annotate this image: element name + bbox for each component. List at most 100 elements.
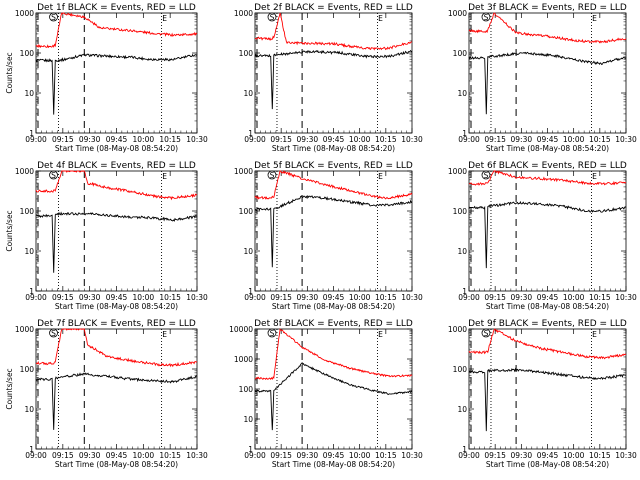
- y-tick-label: 1000: [15, 167, 34, 176]
- x-tick-label: 09:00: [244, 293, 266, 302]
- x-tick-label: 09:15: [484, 293, 506, 302]
- x-tick-label: 10:15: [375, 451, 397, 460]
- chart-title: Det 5f BLACK = Events, RED = LLD: [254, 161, 413, 171]
- y-tick-label: 10: [243, 247, 253, 256]
- y-tick-label: 100: [20, 207, 35, 216]
- x-axis-label: Start Time (08-May-08 08:54:20): [272, 144, 395, 153]
- x-tick-label: 09:30: [79, 135, 101, 144]
- x-tick-label: 10:00: [349, 451, 371, 460]
- x-tick-label: 09:15: [52, 135, 74, 144]
- x-tick-label: 10:30: [401, 293, 423, 302]
- start-marker-circle: [267, 170, 277, 180]
- chart-title: Det 9f BLACK = Events, RED = LLD: [468, 319, 627, 329]
- y-tick-label: 10000: [229, 325, 253, 334]
- y-tick-label: 10: [243, 89, 253, 98]
- end-marker-label: E: [592, 330, 597, 339]
- series-line-events: [254, 49, 413, 110]
- chart-title: Det 6f BLACK = Events, RED = LLD: [468, 161, 627, 171]
- y-tick-label: 1000: [448, 325, 467, 334]
- x-tick-label: 10:00: [563, 135, 585, 144]
- x-axis-label: Start Time (08-May-08 08:54:20): [272, 460, 395, 469]
- end-marker-label: E: [592, 172, 597, 181]
- y-tick-label: 1: [248, 129, 253, 138]
- start-marker-circle: [49, 170, 58, 180]
- y-tick-label: 10: [457, 405, 467, 414]
- x-tick-label: 09:30: [79, 293, 101, 302]
- x-tick-label: 10:00: [563, 451, 585, 460]
- x-tick-label: 10:15: [159, 451, 181, 460]
- start-marker-circle: [481, 170, 491, 180]
- x-axis-label: Start Time (08-May-08 08:54:20): [486, 144, 609, 153]
- x-tick-label: 09:45: [537, 135, 559, 144]
- y-tick-label: 10: [24, 247, 34, 256]
- x-tick-label: 10:30: [615, 451, 637, 460]
- series-line-lld: [468, 328, 627, 360]
- series-line-lld: [35, 328, 197, 368]
- start-marker-label: S: [270, 13, 275, 22]
- chart-title: Det 8f BLACK = Events, RED = LLD: [254, 319, 413, 329]
- start-marker-circle: [481, 12, 491, 22]
- y-tick-label: 1000: [234, 167, 253, 176]
- x-tick-label: 09:45: [323, 293, 345, 302]
- x-tick-label: 09:45: [106, 135, 128, 144]
- x-tick-label: 10:30: [186, 135, 208, 144]
- y-tick-label: 100: [239, 385, 254, 394]
- panel-det-6: Det 6f BLACK = Events, RED = LLD 1 10 100 10…: [448, 161, 637, 311]
- x-axis-label: Start Time (08-May-08 08:54:20): [55, 460, 178, 469]
- x-tick-label: 10:00: [133, 451, 155, 460]
- x-tick-label: 09:00: [244, 135, 266, 144]
- series-line-lld: [254, 170, 413, 200]
- series-line-events: [35, 372, 198, 430]
- panel-det-3: Det 3f BLACK = Events, RED = LLD 1 10 100 10…: [448, 3, 637, 153]
- y-tick-label: 100: [239, 49, 254, 58]
- x-tick-label: 09:15: [270, 451, 292, 460]
- y-tick-label: 100: [20, 365, 35, 374]
- end-marker-label: E: [162, 172, 167, 181]
- panel-det-4: Det 4f BLACK = Events, RED = LLD 1 10 100 10…: [5, 161, 208, 311]
- y-tick-label: 100: [239, 207, 254, 216]
- start-marker-circle: [267, 12, 277, 22]
- start-marker-label: S: [51, 13, 56, 22]
- y-tick-label: 1000: [448, 9, 467, 18]
- x-tick-label: 10:15: [375, 135, 397, 144]
- x-tick-label: 09:00: [458, 135, 480, 144]
- series-line-lld: [255, 12, 413, 51]
- x-tick-label: 10:30: [401, 135, 423, 144]
- start-marker-label: S: [270, 171, 275, 180]
- x-tick-label: 09:45: [323, 135, 345, 144]
- x-tick-label: 09:45: [323, 451, 345, 460]
- series-line-lld: [35, 170, 198, 201]
- chart-title: Det 2f BLACK = Events, RED = LLD: [254, 3, 413, 13]
- series-line-events: [254, 194, 413, 268]
- end-marker-label: E: [378, 330, 383, 339]
- series-line-events: [35, 211, 198, 273]
- x-tick-label: 09:15: [52, 451, 74, 460]
- start-marker-circle: [481, 328, 491, 338]
- end-marker-label: E: [378, 172, 383, 181]
- y-tick-label: 1000: [234, 9, 253, 18]
- start-marker-label: S: [51, 171, 56, 180]
- x-tick-label: 09:30: [511, 135, 533, 144]
- y-tick-label: 1: [248, 287, 253, 296]
- series-line-events: [468, 200, 627, 269]
- series-line-lld: [35, 12, 198, 49]
- y-axis-label: Counts/sec: [5, 52, 14, 93]
- x-axis-label: Start Time (08-May-08 08:54:20): [486, 460, 609, 469]
- x-axis-label: Start Time (08-May-08 08:54:20): [486, 302, 609, 311]
- x-tick-label: 09:00: [25, 135, 47, 144]
- x-tick-label: 09:45: [537, 293, 559, 302]
- end-marker-label: E: [592, 14, 597, 23]
- x-tick-label: 10:00: [133, 293, 155, 302]
- y-tick-label: 10: [24, 89, 34, 98]
- x-tick-label: 09:30: [511, 451, 533, 460]
- series-line-lld: [468, 12, 627, 44]
- y-axis-label: Counts/sec: [5, 210, 14, 251]
- x-tick-label: 10:15: [589, 451, 611, 460]
- x-tick-label: 10:00: [349, 293, 371, 302]
- series-line-lld: [468, 170, 627, 186]
- y-tick-label: 1000: [15, 9, 34, 18]
- panel-det-1: Det 1f BLACK = Events, RED = LLD 1 10 100 10…: [5, 3, 208, 153]
- x-tick-label: 09:45: [106, 293, 128, 302]
- panel-det-2: Det 2f BLACK = Events, RED = LLD 1 10 100 10…: [234, 3, 423, 153]
- y-tick-label: 1: [29, 287, 34, 296]
